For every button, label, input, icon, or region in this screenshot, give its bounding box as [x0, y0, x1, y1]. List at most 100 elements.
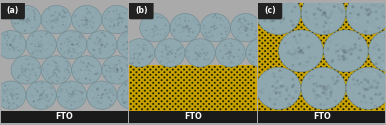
Circle shape: [300, 58, 303, 60]
Circle shape: [249, 50, 251, 52]
Circle shape: [216, 27, 218, 29]
Circle shape: [351, 74, 353, 76]
Circle shape: [214, 76, 216, 78]
Circle shape: [381, 59, 384, 62]
Circle shape: [300, 48, 303, 50]
Circle shape: [134, 43, 136, 45]
Circle shape: [270, 24, 273, 26]
Circle shape: [98, 48, 100, 50]
Circle shape: [342, 66, 344, 68]
Circle shape: [229, 49, 231, 51]
Circle shape: [188, 95, 191, 97]
Circle shape: [142, 72, 145, 74]
Circle shape: [83, 58, 85, 59]
Circle shape: [163, 76, 166, 78]
Circle shape: [124, 102, 127, 104]
Circle shape: [286, 92, 288, 94]
Circle shape: [129, 105, 131, 107]
Circle shape: [261, 79, 263, 81]
Circle shape: [192, 58, 194, 60]
Circle shape: [149, 10, 152, 12]
Circle shape: [239, 21, 241, 23]
Circle shape: [275, 76, 278, 78]
Circle shape: [354, 92, 356, 94]
Circle shape: [177, 95, 179, 97]
Circle shape: [29, 15, 32, 17]
Circle shape: [213, 23, 215, 25]
Circle shape: [94, 43, 96, 45]
Circle shape: [376, 13, 378, 15]
Circle shape: [26, 81, 56, 109]
Circle shape: [56, 16, 58, 18]
Circle shape: [88, 22, 90, 24]
Circle shape: [197, 54, 200, 56]
Circle shape: [71, 94, 73, 96]
Circle shape: [261, 26, 263, 28]
Circle shape: [323, 79, 325, 81]
Circle shape: [183, 95, 185, 97]
Circle shape: [105, 94, 107, 96]
Circle shape: [261, 69, 263, 71]
Circle shape: [157, 25, 159, 27]
Circle shape: [144, 18, 146, 20]
Circle shape: [340, 74, 342, 76]
Circle shape: [366, 87, 369, 90]
Circle shape: [288, 103, 291, 106]
Circle shape: [167, 50, 169, 52]
Circle shape: [337, 76, 339, 78]
Circle shape: [93, 12, 95, 14]
Circle shape: [183, 26, 185, 28]
Circle shape: [121, 41, 123, 43]
Circle shape: [55, 9, 57, 11]
Circle shape: [137, 16, 139, 18]
Circle shape: [323, 100, 325, 102]
Circle shape: [213, 25, 216, 27]
Circle shape: [203, 87, 205, 89]
Circle shape: [89, 68, 91, 70]
Circle shape: [320, 55, 322, 57]
Circle shape: [351, 32, 353, 34]
Circle shape: [102, 93, 105, 95]
Circle shape: [101, 47, 103, 49]
Circle shape: [342, 98, 344, 100]
Circle shape: [132, 5, 162, 34]
Circle shape: [149, 90, 151, 92]
Circle shape: [40, 44, 42, 46]
Circle shape: [174, 76, 177, 78]
Circle shape: [116, 69, 118, 71]
Circle shape: [37, 23, 39, 25]
Circle shape: [375, 62, 378, 65]
Circle shape: [381, 66, 384, 68]
Circle shape: [55, 62, 57, 64]
Circle shape: [156, 17, 157, 19]
Text: (b): (b): [135, 6, 147, 15]
Circle shape: [367, 16, 370, 18]
Circle shape: [245, 27, 247, 29]
Circle shape: [275, 61, 278, 63]
Circle shape: [62, 9, 64, 11]
Circle shape: [300, 63, 303, 65]
Circle shape: [365, 34, 367, 36]
Circle shape: [153, 13, 155, 15]
Circle shape: [206, 52, 208, 54]
Circle shape: [362, 21, 364, 23]
Circle shape: [211, 84, 213, 86]
Circle shape: [22, 75, 24, 76]
Circle shape: [222, 74, 224, 76]
Circle shape: [373, 58, 375, 60]
Circle shape: [78, 46, 80, 48]
Circle shape: [27, 19, 29, 21]
Circle shape: [174, 82, 177, 84]
Circle shape: [263, 21, 266, 24]
Circle shape: [284, 69, 286, 71]
Circle shape: [290, 48, 293, 51]
Circle shape: [379, 84, 381, 86]
Circle shape: [356, 48, 359, 50]
Circle shape: [66, 45, 68, 46]
Circle shape: [245, 24, 247, 26]
Circle shape: [325, 6, 328, 9]
Circle shape: [70, 83, 73, 85]
Circle shape: [135, 87, 137, 89]
Circle shape: [376, 3, 378, 5]
Circle shape: [191, 82, 193, 84]
